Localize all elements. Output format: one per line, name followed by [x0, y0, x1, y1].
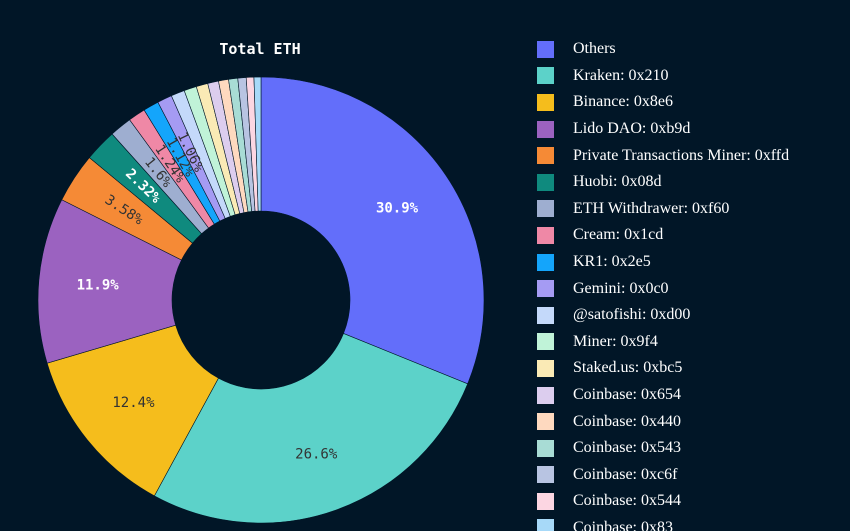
legend-swatch — [537, 40, 554, 58]
legend-label: Miner: 0x9f4 — [573, 332, 658, 350]
legend-swatch — [537, 519, 554, 531]
legend-item-17[interactable]: Coinbase: 0x544 — [537, 488, 850, 515]
legend-swatch — [537, 253, 554, 271]
legend-item-10[interactable]: @satofishi: 0xd00 — [537, 302, 850, 329]
slice-label-3: 11.9% — [77, 277, 120, 293]
legend-item-2[interactable]: Binance: 0x8e6 — [537, 89, 850, 116]
legend-swatch — [537, 226, 554, 244]
legend-label: ETH Withdrawer: 0xf60 — [573, 199, 730, 217]
slice-3[interactable] — [37, 199, 182, 364]
legend-label: @satofishi: 0xd00 — [573, 306, 691, 324]
legend-item-16[interactable]: Coinbase: 0xc6f — [537, 462, 850, 489]
legend-label: Cream: 0x1cd — [573, 226, 664, 244]
legend-item-8[interactable]: KR1: 0x2e5 — [537, 249, 850, 276]
legend-label: Kraken: 0x210 — [573, 66, 669, 84]
legend-item-9[interactable]: Gemini: 0x0c0 — [537, 275, 850, 302]
legend-swatch — [537, 386, 554, 404]
legend-item-1[interactable]: Kraken: 0x210 — [537, 63, 850, 90]
legend-swatch — [537, 439, 554, 457]
donut-chart: Total ETH 30.9%26.6%12.4%11.9%3.58%2.32%… — [37, 40, 485, 524]
legend-label: Coinbase: 0x83 — [573, 518, 673, 531]
legend-swatch — [537, 466, 554, 484]
legend-label: Gemini: 0x0c0 — [573, 279, 669, 297]
legend-label: Binance: 0x8e6 — [573, 93, 673, 111]
legend-swatch — [537, 306, 554, 324]
slice-label-0: 30.9% — [376, 200, 419, 216]
chart-title: Total ETH — [219, 40, 300, 58]
legend-label: Coinbase: 0x543 — [573, 439, 681, 457]
legend-label: Lido DAO: 0xb9d — [573, 120, 691, 138]
legend-item-15[interactable]: Coinbase: 0x543 — [537, 435, 850, 462]
slice-1[interactable] — [153, 333, 469, 524]
legend-item-3[interactable]: Lido DAO: 0xb9d — [537, 116, 850, 143]
legend-item-14[interactable]: Coinbase: 0x440 — [537, 408, 850, 435]
legend-swatch — [537, 120, 554, 138]
legend-swatch — [537, 173, 554, 191]
legend-swatch — [537, 93, 554, 111]
legend-label: KR1: 0x2e5 — [573, 253, 651, 271]
legend-swatch — [537, 492, 554, 510]
legend-item-13[interactable]: Coinbase: 0x654 — [537, 382, 850, 409]
legend-label: Others — [573, 40, 616, 58]
legend-swatch — [537, 333, 554, 351]
slice-label-1: 26.6% — [295, 446, 338, 462]
legend-label: Huobi: 0x08d — [573, 173, 662, 191]
legend-swatch — [537, 359, 554, 377]
legend-swatch — [537, 147, 554, 165]
slice-label-2: 12.4% — [112, 395, 155, 411]
legend-item-11[interactable]: Miner: 0x9f4 — [537, 329, 850, 356]
legend-item-4[interactable]: Private Transactions Miner: 0xffd — [537, 142, 850, 169]
legend-label: Staked.us: 0xbc5 — [573, 359, 683, 377]
legend-swatch — [537, 200, 554, 218]
legend-swatch — [537, 413, 554, 431]
legend: Others Kraken: 0x210 Binance: 0x8e6 Lido DA… — [537, 36, 850, 531]
slice-0[interactable] — [260, 76, 485, 385]
legend-label: Coinbase: 0x654 — [573, 386, 681, 404]
slice-18[interactable] — [253, 76, 262, 212]
legend-item-0[interactable]: Others — [537, 36, 850, 63]
legend-item-5[interactable]: Huobi: 0x08d — [537, 169, 850, 196]
legend-swatch — [537, 280, 554, 298]
legend-label: Coinbase: 0xc6f — [573, 465, 678, 483]
legend-item-7[interactable]: Cream: 0x1cd — [537, 222, 850, 249]
legend-label: Coinbase: 0x544 — [573, 492, 681, 510]
legend-item-18[interactable]: Coinbase: 0x83 — [537, 515, 850, 531]
slice-2[interactable] — [46, 324, 219, 497]
legend-item-6[interactable]: ETH Withdrawer: 0xf60 — [537, 196, 850, 223]
legend-swatch — [537, 67, 554, 85]
legend-item-12[interactable]: Staked.us: 0xbc5 — [537, 355, 850, 382]
legend-label: Private Transactions Miner: 0xffd — [573, 146, 790, 164]
legend-label: Coinbase: 0x440 — [573, 412, 681, 430]
